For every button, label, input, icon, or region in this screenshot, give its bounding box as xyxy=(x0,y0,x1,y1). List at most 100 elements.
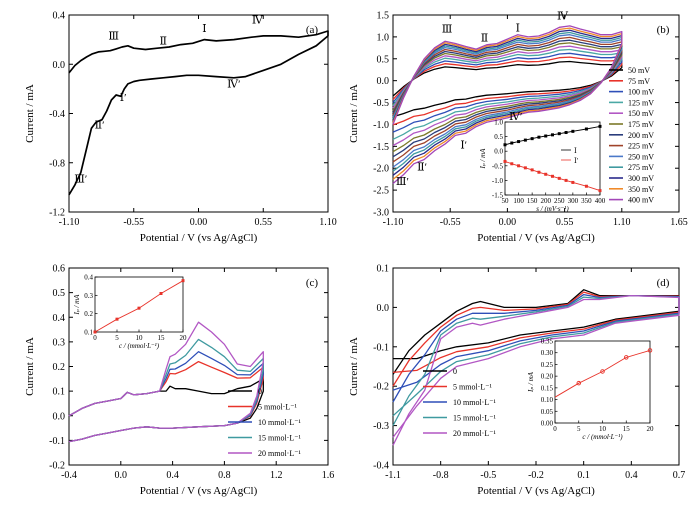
legend-label: 20 mmol·L⁻¹ xyxy=(453,429,496,438)
y-tick-label: -0.8 xyxy=(49,158,65,169)
y-axis-label: Current / mA xyxy=(24,84,36,143)
inset-marker xyxy=(181,279,185,283)
inset-marker xyxy=(510,162,514,166)
y-axis-label: Current / mA xyxy=(24,337,36,396)
x-tick-label: -1.10 xyxy=(383,217,404,228)
peak-annotation: Ⅳ′ xyxy=(227,79,240,91)
inset-x-tick-label: 5 xyxy=(577,425,581,433)
x-tick-label: 0.8 xyxy=(218,470,231,481)
x-tick-label: 0.0 xyxy=(115,470,128,481)
legend-label: 125 mV xyxy=(628,98,654,107)
inset-marker xyxy=(600,369,605,374)
inset-marker xyxy=(647,348,653,353)
inset-x-tick-label: 10 xyxy=(599,425,607,433)
y-tick-label: 0.1 xyxy=(53,387,66,398)
x-tick-label: -0.8 xyxy=(433,470,449,481)
inset-y-tick-label: 0.20 xyxy=(541,373,554,381)
inset-x-tick-label: 20 xyxy=(180,334,188,342)
x-tick-label: -0.55 xyxy=(123,217,144,228)
inset-x-tick-label: 20 xyxy=(647,425,655,433)
inset-marker xyxy=(571,129,575,133)
legend-label: 225 mV xyxy=(628,142,654,151)
x-axis-label: Potential / V (vs Ag/AgCl) xyxy=(140,232,258,244)
inset-marker xyxy=(115,317,119,321)
inset-marker xyxy=(584,127,588,131)
inset-y-tick-label: 0.30 xyxy=(541,349,554,357)
y-tick-label: -0.4 xyxy=(373,461,389,472)
legend-label: 0 xyxy=(258,387,262,396)
inset-marker xyxy=(537,170,541,174)
legend-label: 50 mV xyxy=(628,66,650,75)
inset-marker xyxy=(598,189,602,193)
cv-curve xyxy=(68,30,329,196)
x-tick-label: 0.00 xyxy=(499,217,517,228)
inset-marker xyxy=(551,174,554,178)
legend-label: 5 mmol·L⁻¹ xyxy=(453,383,492,392)
inset-marker xyxy=(557,132,561,136)
x-tick-label: 1.10 xyxy=(319,217,337,228)
plot-frame xyxy=(392,14,680,213)
panel-label: (c) xyxy=(306,277,319,289)
inset-frame xyxy=(504,121,601,196)
y-tick-label: 0.5 xyxy=(377,54,390,65)
inset-y-label: Iₚ / mA xyxy=(527,371,535,393)
inset-x-tick-label: 100 xyxy=(513,197,524,205)
x-tick-label: -0.5 xyxy=(480,470,496,481)
x-tick-label: 1.10 xyxy=(613,217,631,228)
inset-x-tick-label: 250 xyxy=(554,197,565,205)
y-tick-label: -2.0 xyxy=(373,164,389,175)
inset-marker xyxy=(557,176,561,180)
inset-y-tick-label: 0.2 xyxy=(84,310,93,318)
inset-frame xyxy=(554,340,651,424)
y-tick-label: 0.0 xyxy=(53,411,66,422)
legend-label: 300 mV xyxy=(628,174,654,183)
y-tick-label: -0.1 xyxy=(49,436,65,447)
inset-y-tick-label: 0.00 xyxy=(541,420,554,428)
inset-y-tick-label: 0.15 xyxy=(541,384,554,392)
y-axis-label: Current / mA xyxy=(348,84,360,143)
y-tick-label: 0.2 xyxy=(53,362,66,373)
legend-label: 100 mV xyxy=(628,88,654,97)
inset-x-tick-label: 0 xyxy=(93,334,97,342)
x-tick-label: 0.55 xyxy=(556,217,574,228)
panel-d: -1.1 -0.8 -0.5 -0.2 0.1 0.4 0.7 -0.4 -0.3 -0.2 -0.… xyxy=(348,264,685,498)
inset-legend-label: Ⅰ′ xyxy=(574,157,579,165)
inset-frame xyxy=(94,276,184,333)
y-tick-label: 0.6 xyxy=(53,264,66,275)
inset-x-tick-label: 0 xyxy=(553,425,557,433)
y-tick-label: -0.5 xyxy=(373,98,389,109)
legend-label: 0 xyxy=(453,367,457,376)
inset-y-tick-label: 0.10 xyxy=(541,396,554,404)
x-tick-label: -0.55 xyxy=(440,217,461,228)
y-tick-label: -1.5 xyxy=(373,142,389,153)
inset-x-label: s / (mV·s⁻¹) xyxy=(536,205,569,213)
peak-annotation: Ⅰ xyxy=(202,23,206,35)
cv-curve xyxy=(392,294,680,446)
peak-annotation: Ⅱ′ xyxy=(95,119,105,131)
peak-annotation: Ⅰ xyxy=(516,23,520,35)
inset-marker xyxy=(159,292,163,295)
peak-annotation: Ⅰ′ xyxy=(460,140,467,152)
peak-annotation: Ⅳ xyxy=(252,15,264,27)
inset-fit-line xyxy=(554,349,651,398)
inset-x-tick-label: 5 xyxy=(115,334,119,342)
peak-annotation: Ⅱ xyxy=(481,32,488,44)
panel-label: (b) xyxy=(657,24,670,36)
inset-y-tick-label: -0.5 xyxy=(492,162,504,170)
inset-marker xyxy=(530,168,534,172)
inset-marker xyxy=(503,159,507,163)
x-tick-label: 0.4 xyxy=(625,470,638,481)
y-tick-label: -0.4 xyxy=(49,109,65,120)
inset-marker xyxy=(503,143,507,147)
inset-y-tick-label: 0.4 xyxy=(84,274,93,282)
y-tick-label: -0.2 xyxy=(373,382,389,393)
inset-y-tick-label: 0.5 xyxy=(494,133,503,141)
panel-label: (d) xyxy=(657,277,670,289)
x-tick-label: 0.00 xyxy=(190,217,208,228)
inset-marker xyxy=(523,166,527,170)
inset-marker xyxy=(564,131,568,135)
y-tick-label: 0.0 xyxy=(377,76,390,87)
inset-x-tick-label: 50 xyxy=(502,197,510,205)
panel-label: (a) xyxy=(306,24,319,36)
y-tick-label: 0.4 xyxy=(53,313,66,324)
